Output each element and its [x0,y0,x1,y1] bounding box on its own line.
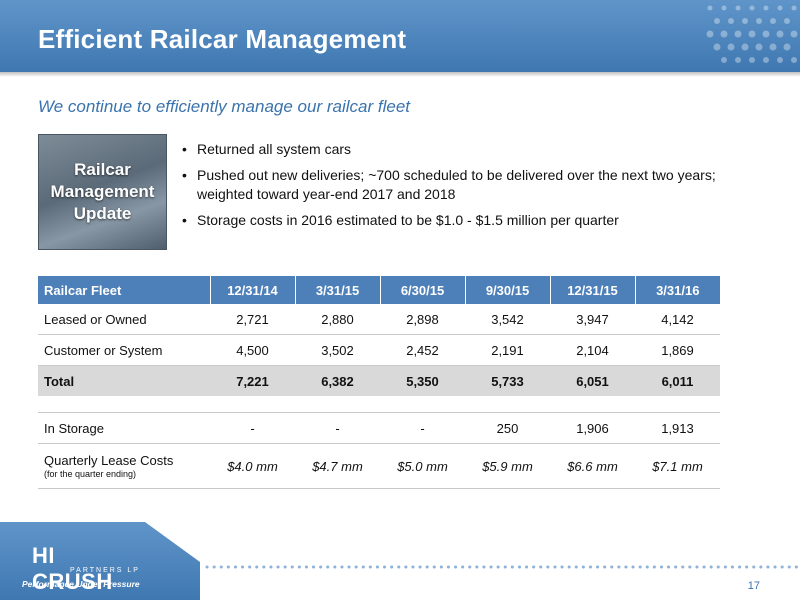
table-cell: - [295,412,380,444]
banner-shadow [0,72,800,77]
table-cell: 1,913 [635,412,720,444]
table-cell: 2,452 [380,334,465,366]
table-cell: $5.0 mm [380,443,465,489]
table-cell: $4.7 mm [295,443,380,489]
slide-title: Efficient Railcar Management [38,24,407,54]
row-label: In Storage [38,412,210,444]
table-cell: 5,350 [380,365,465,396]
railcar-fleet-table: Railcar Fleet 12/31/14 3/31/15 6/30/15 9… [38,276,720,489]
column-header: Railcar Fleet [38,276,210,304]
railcar-update-box: Railcar Management Update [38,134,167,250]
table-cell: 3,542 [465,304,550,335]
row-label-with-note: Quarterly Lease Costs (for the quarter e… [38,443,210,489]
table-cell: 2,191 [465,334,550,366]
table-cell: 3,502 [295,334,380,366]
table-row: In Storage - - - 250 1,906 1,913 [38,412,720,444]
table-cell: - [380,412,465,444]
column-header: 6/30/15 [379,276,465,304]
table-cell: - [210,412,295,444]
row-note: (for the quarter ending) [44,469,137,479]
table-cell: 2,104 [550,334,635,366]
spacer-cell [38,396,720,413]
logo-brand: HI CRUSH [32,543,113,594]
column-header: 12/31/14 [209,276,295,304]
table-cell: $7.1 mm [635,443,720,489]
table-row: Quarterly Lease Costs (for the quarter e… [38,443,720,489]
table-cell: $6.6 mm [550,443,635,489]
table-cell: 2,880 [295,304,380,335]
table-cell: 250 [465,412,550,444]
table-row: Leased or Owned 2,721 2,880 2,898 3,542 … [38,304,720,335]
dot-pattern-decoration [706,5,798,63]
update-box-label: Railcar Management Update [50,160,155,223]
page-number: 17 [747,580,760,592]
total-row: Total 7,221 6,382 5,350 5,733 6,051 6,01… [38,365,720,396]
row-label: Leased or Owned [38,304,210,335]
row-label: Quarterly Lease Costs [44,453,174,468]
bullet-item: Returned all system cars [180,140,725,159]
table-cell: 1,869 [635,334,720,366]
table-cell: 2,721 [210,304,295,335]
table-cell: 3,947 [550,304,635,335]
table-cell: 5,733 [465,365,550,396]
table-cell: 6,382 [295,365,380,396]
bullet-item: Storage costs in 2016 estimated to be $1… [180,211,725,230]
table-cell: 6,011 [635,365,720,396]
company-logo: HI CRUSH PARTNERS LP Performance Under P… [22,543,142,594]
bullet-item: Pushed out new deliveries; ~700 schedule… [180,166,725,204]
row-label: Total [38,365,210,396]
table-cell: $4.0 mm [210,443,295,489]
logo-partners: PARTNERS LP [70,567,140,574]
logo-tagline: Performance Under Pressure [22,579,140,589]
table-cell: 4,500 [210,334,295,366]
table-cell: $5.9 mm [465,443,550,489]
slide-subtitle: We continue to efficiently manage our ra… [38,97,410,116]
bullet-list: Returned all system cars Pushed out new … [180,140,725,237]
table-cell: 2,898 [380,304,465,335]
column-header: 3/31/15 [294,276,380,304]
spacer-row [38,396,720,413]
column-header: 9/30/15 [464,276,550,304]
column-header: 12/31/15 [549,276,635,304]
title-banner [0,0,800,77]
dotted-line-decoration [205,565,800,569]
table-cell: 4,142 [635,304,720,335]
footer-band [0,522,800,600]
table-cell: 1,906 [550,412,635,444]
column-header: 3/31/16 [634,276,720,304]
table-cell: 6,051 [550,365,635,396]
row-label: Customer or System [38,334,210,366]
table-row: Customer or System 4,500 3,502 2,452 2,1… [38,334,720,366]
table-cell: 7,221 [210,365,295,396]
table-header-row: Railcar Fleet 12/31/14 3/31/15 6/30/15 9… [38,276,720,304]
